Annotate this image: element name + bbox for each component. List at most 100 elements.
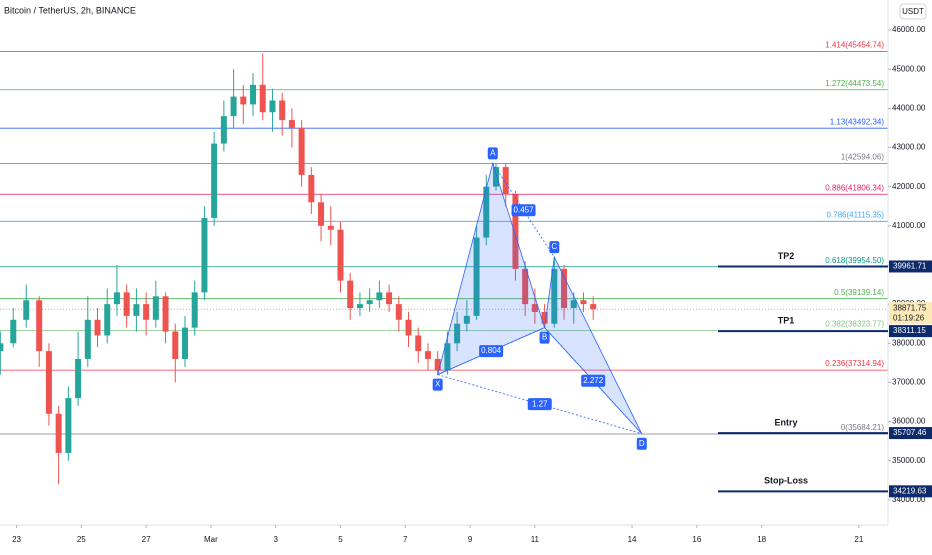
fib-label: 0(35684.21) [841,423,884,432]
candle-body [113,292,120,305]
candle-body [288,120,295,128]
trade-name: TP1 [778,315,795,325]
candle-body [123,292,130,316]
candle-body [318,202,325,226]
pattern-ratio-line [437,374,642,435]
point-label: B [542,333,547,342]
candle-body [269,100,276,113]
x-tick-label: 23 [12,535,21,544]
candle-body [55,413,62,453]
plot-layer [0,50,888,485]
point-label: X [435,380,441,389]
candle-body [172,331,179,359]
currency-button[interactable] [899,3,927,20]
y-tick-label: 35000.00 [892,456,926,465]
fib-label: 0.886(41806.34) [825,183,884,192]
price-axis-bg [888,0,932,550]
y-tick-label: 43000.00 [892,143,926,152]
x-tick-label: 21 [854,535,863,544]
candle-body [492,167,499,187]
y-tick-label: 45000.00 [892,64,926,73]
candle-body [162,296,169,332]
x-tick-label: 7 [403,535,408,544]
price-tag [889,260,932,273]
candle-body [220,116,227,144]
candle-body [590,304,597,310]
candle-body [561,268,568,309]
fib-label: 0.786(41115.35) [826,210,884,219]
candle-body [23,300,30,320]
ratio-badge [511,204,536,217]
candle-body [512,194,519,269]
candle-body [434,358,441,371]
fib-label: 1.13(43492.34) [830,117,885,126]
candle-body [84,319,91,359]
candle-body [337,229,344,281]
x-tick-label: 25 [77,535,86,544]
candle-body [45,351,52,414]
candle-body [541,311,548,324]
candle-body [570,300,577,309]
pattern-ratio-line [437,327,545,375]
candle-body [386,292,393,305]
point-badge [432,378,443,391]
fib-label: 1(42594.06) [841,152,884,161]
x-tick-label: 27 [142,535,151,544]
point-badge [549,241,560,254]
candle-body [483,186,490,238]
ratio-badge [479,345,504,358]
x-tick-label: Mar [204,535,218,544]
price-tag-label: 34219.63 [893,486,927,495]
x-tick-label: 5 [338,535,343,544]
chart-title: Bitcoin / TetherUS, 2h, BINANCE [4,5,136,15]
candle-body [10,319,17,344]
ratio-badge [527,398,552,411]
candle-body [75,358,82,399]
candle-body [152,296,159,320]
x-tick-label: 3 [273,535,278,544]
candle-body [94,319,101,336]
y-tick-label: 44000.00 [892,103,926,112]
trade-name: Stop-Loss [764,476,808,486]
price-tag [889,427,932,440]
fib-label: 0.5(39139.14) [834,288,884,297]
candle-body [376,292,383,301]
y-tick-label: 46000.00 [892,25,926,34]
last-price-label: 38871.75 [893,303,927,312]
ratio-label: 0.457 [514,205,535,214]
point-badge [539,331,550,344]
ratio-label: 2.272 [583,376,604,385]
x-tick-label: 18 [757,535,766,544]
y-tick-label: 36000.00 [892,417,926,426]
candle-body [347,280,354,309]
y-tick-label: 42000.00 [892,182,926,191]
point-badge [636,437,647,450]
candle-body [230,96,237,117]
fib-label: 1.414(45454.74) [825,40,884,49]
candle-body [580,300,587,305]
y-tick-label: 38000.00 [892,338,926,347]
candle-body [473,237,480,316]
candle-body [298,127,305,175]
ratio-badge [581,374,606,387]
currency-label[interactable]: USDT [902,7,924,16]
trade-name: Entry [774,417,797,427]
candle-body [522,268,529,305]
countdown-label: 01:19:26 [893,313,925,322]
candle-body [181,327,188,359]
candle-body [250,84,257,105]
candle-body [143,304,150,320]
candle-body [279,100,286,121]
x-tick-label: 11 [531,535,540,544]
candle-body [444,343,451,371]
candle-body [551,268,558,324]
candle-body [191,292,198,328]
fib-label: 0.618(39954.50) [825,256,884,265]
point-badge [487,147,498,160]
candle-body [463,315,470,324]
candle-body [405,319,412,336]
candle-body [211,143,218,218]
candle-body [259,84,266,113]
candle-body [0,343,4,352]
